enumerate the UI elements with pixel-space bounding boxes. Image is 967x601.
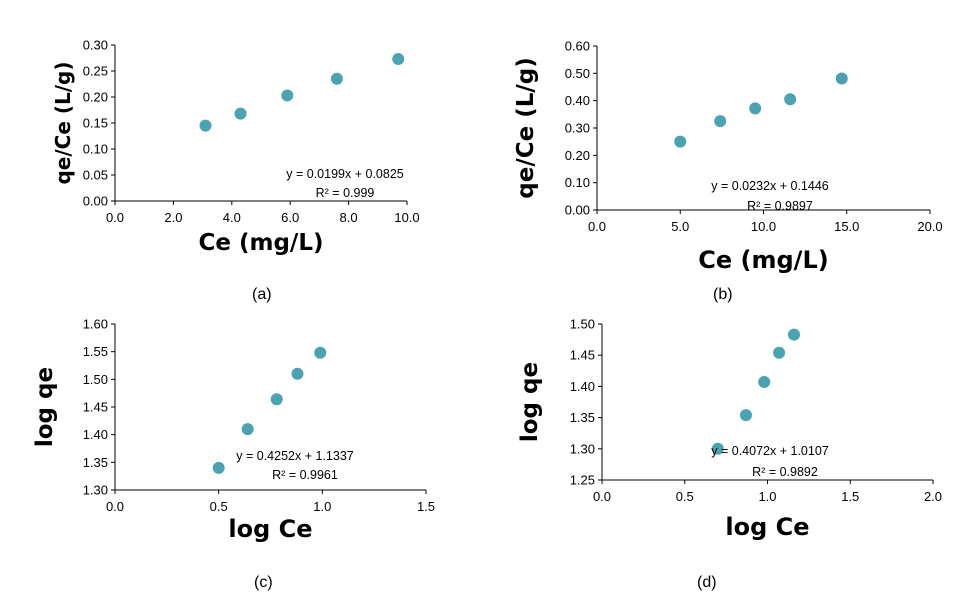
data-point: [773, 346, 786, 359]
x-axis-title: Ce (mg/L): [199, 230, 324, 256]
chart-panel-b: 0.00 0.10 0.20 0.30 0.40 0.50 0.60 0.0 5.0 10.0 15…: [480, 0, 967, 310]
y-tick-label: 0.20: [83, 90, 108, 105]
data-point: [199, 119, 212, 132]
y-tick-label: 0.50: [565, 66, 590, 81]
x-tick-label: 2.0: [924, 489, 942, 504]
trendline-equation: y = 0.0232x + 0.1446: [711, 179, 829, 193]
x-tick-label: 2.0: [164, 210, 182, 225]
y-tick-label: 0.00: [83, 194, 108, 209]
data-point: [281, 89, 294, 102]
data-point: [314, 346, 327, 359]
data-point: [330, 72, 343, 85]
x-tick-label: 6.0: [281, 210, 299, 225]
data-point: [758, 376, 771, 389]
caption-b: (b): [713, 286, 733, 303]
trendline-equation: y = 0.4072x + 1.0107: [711, 444, 829, 458]
y-tick-label: 1.40: [570, 379, 595, 394]
x-tick-label: 0.0: [106, 210, 124, 225]
y-tick-label: 0.60: [565, 39, 590, 54]
r-squared-label: R² = 0.9961: [272, 468, 338, 482]
data-point: [212, 461, 225, 474]
x-tick-label: 1.5: [841, 489, 859, 504]
x-tick-label: 10.0: [394, 210, 419, 225]
y-tick-label: 0.20: [565, 148, 590, 163]
y-tick-label: 1.50: [570, 317, 595, 332]
y-tick-label: 0.10: [565, 175, 590, 190]
data-point: [739, 409, 752, 422]
x-tick-label: 15.0: [834, 219, 859, 234]
y-tick-label: 1.40: [83, 427, 108, 442]
data-point: [291, 367, 304, 380]
y-tick-label: 1.45: [570, 348, 595, 363]
y-tick-label: 0.10: [83, 142, 108, 157]
data-point: [234, 107, 247, 120]
y-axis-title: log qe: [32, 367, 58, 447]
y-tick-label: 0.15: [83, 116, 108, 131]
data-point: [392, 53, 405, 66]
y-tick-label: 0.05: [83, 168, 108, 183]
y-tick-label: 1.30: [570, 441, 595, 456]
x-tick-label: 0.5: [676, 489, 694, 504]
data-point: [674, 135, 687, 148]
y-tick-label: 1.25: [570, 473, 595, 488]
caption-c: (c): [254, 574, 273, 591]
x-axis-title: log Ce: [228, 515, 312, 543]
x-axis-title: log Ce: [725, 513, 809, 541]
y-axis-title: log qe: [517, 362, 543, 442]
data-point: [714, 115, 727, 128]
x-tick-label: 5.0: [671, 219, 689, 234]
trendline-equation: y = 0.4252x + 1.1337: [236, 449, 354, 463]
y-tick-label: 0.25: [83, 64, 108, 79]
scatter-chart-d: 1.25 1.30 1.35 1.40 1.45 1.50 0.0 0.5 1.0 1.5 2.0 l…: [517, 317, 942, 542]
y-tick-label: 1.45: [83, 400, 108, 415]
r-squared-label: R² = 0.9892: [752, 465, 818, 479]
y-axis-title: qe/Ce (L/g): [51, 61, 75, 184]
x-tick-label: 0.0: [106, 499, 124, 514]
data-point: [711, 442, 724, 455]
chart-panel-a: 0.00 0.05 0.10 0.15 0.20 0.25 0.30 0.0 2.0 4.0 6.0…: [0, 0, 480, 310]
scatter-chart-a: 0.00 0.05 0.10 0.15 0.20 0.25 0.30 0.0 2.0 4.0 6.0…: [51, 38, 420, 257]
x-tick-label: 4.0: [223, 210, 241, 225]
y-tick-label: 1.50: [83, 372, 108, 387]
x-axis-title: Ce (mg/L): [698, 246, 828, 274]
y-tick-label: 1.30: [83, 483, 108, 498]
chart-panel-c: 1.30 1.35 1.40 1.45 1.50 1.55 1.60 0.0 0.5 1.0 1.5…: [0, 310, 480, 601]
y-tick-label: 1.35: [83, 455, 108, 470]
x-tick-label: 1.5: [417, 499, 435, 514]
caption-a: (a): [252, 286, 272, 303]
scatter-chart-c: 1.30 1.35 1.40 1.45 1.50 1.55 1.60 0.0 0.5 1.0 1.5…: [32, 317, 435, 544]
r-squared-label: R² = 0.9897: [747, 199, 813, 213]
x-tick-label: 0.0: [593, 489, 611, 504]
x-tick-label: 8.0: [340, 210, 358, 225]
trendline-equation: y = 0.0199x + 0.0825: [286, 167, 404, 181]
scatter-chart-b: 0.00 0.10 0.20 0.30 0.40 0.50 0.60 0.0 5.0 10.0 15…: [513, 39, 943, 275]
r-squared-label: R² = 0.999: [316, 186, 375, 200]
data-point: [241, 423, 254, 436]
data-point: [749, 102, 762, 115]
y-tick-label: 0.00: [565, 203, 590, 218]
data-point: [784, 93, 797, 106]
x-tick-label: 1.0: [758, 489, 776, 504]
y-tick-label: 1.55: [83, 344, 108, 359]
y-tick-label: 0.30: [565, 121, 590, 136]
y-tick-label: 1.60: [83, 317, 108, 332]
x-tick-label: 0.0: [588, 219, 606, 234]
data-point: [270, 393, 283, 406]
x-tick-label: 20.0: [917, 219, 942, 234]
chart-panel-d: 1.25 1.30 1.35 1.40 1.45 1.50 0.0 0.5 1.0 1.5 2.0 l…: [480, 310, 967, 601]
caption-d: (d): [697, 574, 717, 591]
x-tick-label: 0.5: [210, 499, 228, 514]
y-axis-title: qe/Ce (L/g): [513, 57, 539, 199]
y-tick-label: 1.35: [570, 410, 595, 425]
y-tick-label: 0.40: [565, 93, 590, 108]
x-tick-label: 1.0: [313, 499, 331, 514]
y-tick-label: 0.30: [83, 38, 108, 53]
x-tick-label: 10.0: [751, 219, 776, 234]
data-point: [835, 72, 848, 85]
data-point: [787, 328, 800, 341]
